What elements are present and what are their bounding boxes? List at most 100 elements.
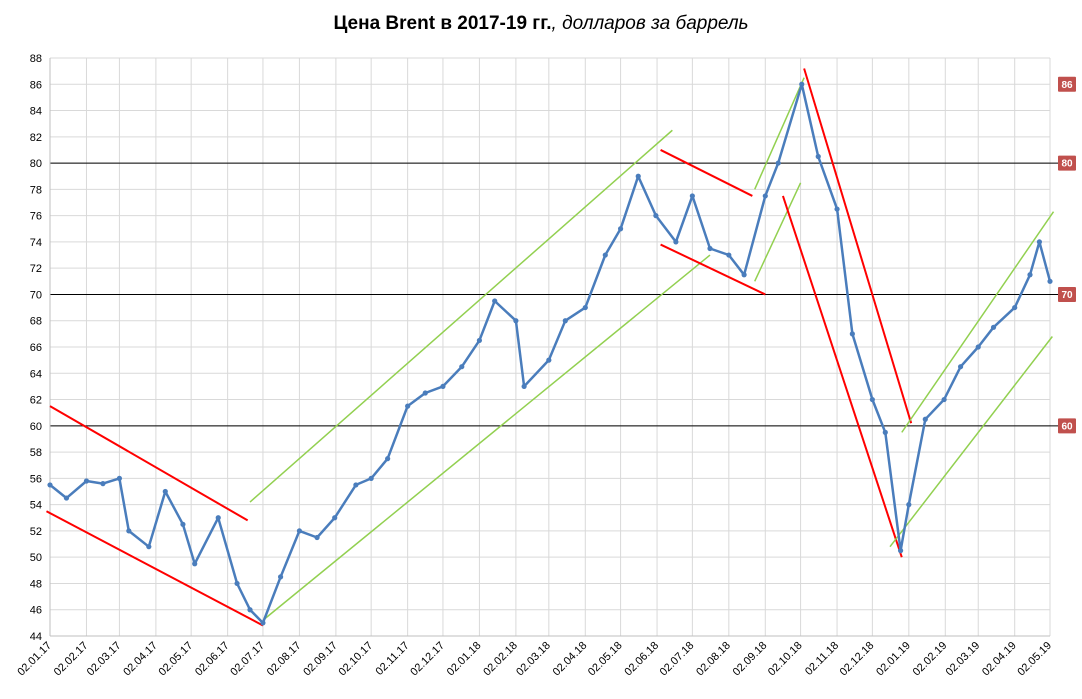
y-tick-label: 50 (30, 552, 42, 564)
data-point (882, 429, 888, 435)
data-point (83, 478, 90, 484)
y-tick-label: 56 (30, 473, 42, 485)
data-point (990, 324, 997, 330)
data-point (146, 544, 152, 550)
y-tick-label: 66 (30, 342, 42, 354)
uptrend-line (262, 254, 711, 621)
data-point (689, 193, 695, 199)
uptrend-line (754, 182, 802, 282)
x-tick-label: 02.11.18 (803, 640, 841, 678)
x-tick-label: 02.06.17 (193, 640, 232, 679)
y-tick-label: 80 (30, 158, 42, 170)
price-series (47, 81, 1053, 626)
x-tick-label: 02.03.18 (514, 640, 553, 679)
y-tick-label: 60 (30, 421, 42, 433)
value-badge-label: 60 (1061, 421, 1073, 432)
x-tick-label: 02.01.18 (445, 640, 484, 679)
data-point (332, 515, 338, 521)
data-point (247, 607, 253, 613)
value-badge (1058, 155, 1076, 171)
data-point (100, 481, 106, 487)
x-tick-label: 02.04.17 (121, 640, 160, 679)
chart-title: Цена Brent в 2017-19 гг., долларов за ба… (0, 13, 1082, 35)
x-tick-label: 02.03.19 (944, 640, 983, 679)
x-tick-label: 02.09.17 (301, 640, 340, 679)
data-point (476, 337, 483, 344)
data-point (314, 534, 320, 541)
data-point (47, 482, 53, 488)
x-tick-label: 02.05.19 (1015, 640, 1054, 679)
reference-badges: 86 80 70 60 (1058, 76, 1076, 434)
chart-title-sub: , долларов за баррель (551, 13, 749, 34)
uptrend-line (249, 129, 673, 503)
data-point (368, 475, 374, 481)
data-point (353, 482, 359, 488)
x-tick-label: 02.04.19 (980, 640, 1019, 679)
data-point (957, 364, 964, 370)
x-tick-label: 02.08.17 (265, 640, 304, 679)
x-tick-label: 02.01.17 (15, 640, 54, 679)
data-point (116, 475, 123, 481)
data-point (799, 81, 805, 87)
data-point (975, 344, 981, 350)
y-tick-label: 58 (30, 447, 42, 459)
data-point (1027, 272, 1033, 278)
data-point (762, 193, 768, 199)
data-point (941, 396, 947, 403)
value-badge-label: 86 (1061, 80, 1073, 91)
x-tick-label: 02.04.18 (551, 640, 590, 679)
data-point (617, 226, 624, 232)
data-point (126, 528, 132, 534)
value-badge-label: 80 (1061, 159, 1073, 170)
x-tick-label: 02.05.18 (586, 640, 625, 679)
y-tick-label: 68 (30, 316, 42, 328)
y-tick-label: 44 (30, 631, 42, 643)
y-tick-label: 46 (30, 605, 42, 617)
value-badge (1058, 286, 1076, 302)
x-tick-label: 02.07.18 (658, 640, 697, 679)
data-point (215, 515, 221, 521)
data-point (296, 528, 303, 534)
data-point (260, 620, 266, 626)
data-point (582, 304, 588, 311)
x-tick-label: 02.02.17 (52, 640, 91, 679)
x-tick-label: 02.10.18 (766, 640, 805, 679)
downtrend-line (49, 405, 249, 522)
data-point (602, 252, 608, 258)
x-tick-label: 02.08.18 (694, 640, 733, 679)
x-tick-label: 02.06.18 (622, 640, 661, 679)
x-tick-label: 02.10.17 (337, 640, 376, 679)
uptrend-line (754, 77, 805, 190)
y-tick-label: 70 (30, 289, 42, 301)
y-tick-label: 84 (30, 106, 42, 118)
y-axis: 44 46 48 50 52 54 56 58 60 62 64 66 68 70 72 74 76 78 80 82… (30, 53, 51, 643)
data-point (834, 206, 840, 212)
data-point (849, 331, 855, 337)
data-point (546, 357, 552, 363)
x-tick-label: 02.02.18 (481, 640, 520, 679)
reference-lines (50, 162, 1070, 427)
x-tick-label: 02.11.17 (374, 640, 412, 678)
data-point (385, 456, 391, 462)
data-point (192, 561, 198, 567)
data-point (707, 245, 713, 252)
x-tick-label: 02.12.17 (408, 640, 447, 679)
data-point (726, 252, 732, 258)
data-point (922, 416, 928, 422)
data-point (906, 502, 912, 508)
series-line (49, 83, 1052, 625)
x-tick-label: 02.09.18 (731, 640, 770, 679)
data-point (869, 396, 875, 403)
data-point (422, 390, 428, 396)
y-tick-label: 72 (30, 263, 42, 275)
data-point (277, 574, 284, 580)
downtrend-line (46, 510, 264, 627)
y-tick-label: 62 (30, 395, 42, 407)
data-point (492, 298, 498, 304)
y-tick-label: 48 (30, 578, 42, 590)
data-point (405, 403, 411, 409)
data-point (653, 213, 659, 219)
x-tick-label: 02.03.17 (85, 640, 124, 679)
data-point (1036, 239, 1043, 245)
